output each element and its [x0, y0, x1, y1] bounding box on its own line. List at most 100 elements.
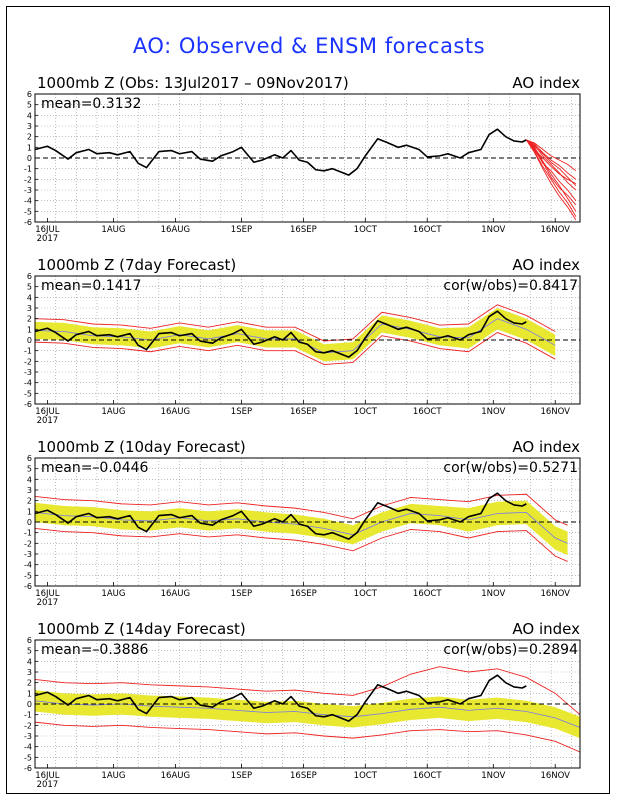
y-tick-label: -1	[24, 165, 32, 174]
member-forecast-line	[525, 139, 577, 206]
mean-label: mean=0.1417	[41, 278, 141, 294]
y-tick-label: -1	[24, 529, 32, 538]
x-tick-label: 1AUG	[101, 589, 125, 599]
x-tick-label: 1OCT	[354, 771, 378, 781]
member-forecast-line	[526, 139, 577, 212]
y-tick-label: -2	[24, 175, 32, 184]
x-tick-label: 1OCT	[354, 407, 378, 417]
y-tick-label: -3	[24, 732, 32, 741]
y-tick-label: 0	[27, 700, 32, 709]
x-tick-label: 1NOV	[481, 771, 505, 781]
y-tick-label: 5	[27, 647, 32, 656]
y-tick-label: 5	[27, 101, 32, 110]
main-title: AO: Observed & ENSM forecasts	[132, 34, 486, 58]
y-tick-label: 2	[27, 497, 32, 506]
y-tick-label: -2	[24, 539, 32, 548]
ensemble-mean-line	[34, 511, 568, 544]
member-forecast-line	[525, 139, 577, 217]
x-tick-label: 1NOV	[481, 225, 505, 235]
x-tick-label: 16AUG	[161, 407, 190, 417]
x-tick-label: 1NOV	[481, 589, 505, 599]
y-tick-label: 3	[27, 668, 32, 677]
figure-frame	[6, 6, 610, 794]
x-tick-label: 1AUG	[101, 771, 125, 781]
y-tick-label: -6	[24, 764, 32, 773]
x-tick-label: 1SEP	[231, 407, 252, 417]
x-tick-label: 16OCT	[413, 407, 442, 417]
x-tick-label: 16OCT	[413, 771, 442, 781]
x-tick-label: 16JUL	[35, 407, 60, 417]
y-tick-label: 2	[27, 679, 32, 688]
x-tick-label: 16AUG	[161, 589, 190, 599]
member-forecast-line	[526, 139, 577, 201]
panel-title: 1000mb Z (10day Forecast)	[37, 438, 246, 456]
x-tick-label: 1AUG	[101, 407, 125, 417]
ensemble-min-line	[34, 332, 556, 365]
y-tick-label: 2	[27, 133, 32, 142]
panel-index-label: AO index	[512, 438, 580, 456]
member-forecast-line	[525, 139, 577, 221]
panel-title: 1000mb Z (7day Forecast)	[37, 256, 236, 274]
y-tick-label: -5	[24, 753, 32, 762]
y-tick-label: 3	[27, 304, 32, 313]
y-tick-label: -2	[24, 357, 32, 366]
x-tick-label: 16AUG	[161, 225, 190, 235]
y-tick-label: -3	[24, 368, 32, 377]
x-tick-label: 16NOV	[540, 589, 570, 599]
x-tick-label: 16OCT	[413, 225, 442, 235]
y-tick-label: 4	[27, 475, 32, 484]
x-tick-label: 16NOV	[540, 407, 570, 417]
correlation-label: cor(w/obs)=0.2894	[443, 642, 578, 658]
y-tick-label: 3	[27, 486, 32, 495]
ensemble-max-line	[34, 304, 556, 342]
mean-label: mean=–0.3886	[41, 642, 149, 658]
x-tick-label: 16OCT	[413, 589, 442, 599]
x-tick-label: 1SEP	[231, 225, 252, 235]
x-tick-label: 1OCT	[354, 225, 378, 235]
panel-title: 1000mb Z (Obs: 13Jul2017 – 09Nov2017)	[37, 74, 349, 92]
x-tick-label: 1SEP	[231, 589, 252, 599]
y-tick-label: -1	[24, 347, 32, 356]
panel-index-label: AO index	[512, 256, 580, 274]
y-tick-label: 3	[27, 122, 32, 131]
y-tick-label: -4	[24, 561, 32, 570]
ensemble-min-line	[34, 527, 568, 562]
ensemble-spread-band	[35, 690, 580, 739]
member-forecast-line	[525, 139, 577, 184]
x-tick-label: 16NOV	[540, 771, 570, 781]
x-tick-label: 16SEP	[290, 225, 317, 235]
x-tick-label: 16SEP	[290, 771, 317, 781]
x-tick-label: 1NOV	[481, 407, 505, 417]
member-forecast-line	[526, 139, 577, 180]
y-tick-label: -3	[24, 550, 32, 559]
y-tick-label: -5	[24, 207, 32, 216]
correlation-label: cor(w/obs)=0.8417	[443, 278, 578, 294]
observed-line	[34, 310, 527, 358]
member-forecast-line	[526, 139, 577, 172]
y-tick-label: 4	[27, 293, 32, 302]
panel-title: 1000mb Z (14day Forecast)	[37, 620, 246, 638]
y-tick-label: 1	[27, 325, 32, 334]
y-tick-label: -6	[24, 582, 32, 591]
y-tick-label: 1	[27, 507, 32, 516]
x-tick-label: 16SEP	[290, 407, 317, 417]
x-tick-label: 16JUL	[35, 589, 60, 599]
y-tick-label: 0	[27, 518, 32, 527]
x-tick-label: 1AUG	[101, 225, 125, 235]
y-tick-label: -2	[24, 721, 32, 730]
mean-label: mean=0.3132	[41, 96, 141, 112]
x-tick-year: 2017	[37, 598, 59, 608]
x-tick-year: 2017	[37, 416, 59, 426]
mean-label: mean=–0.0446	[41, 460, 149, 476]
y-tick-label: -4	[24, 743, 32, 752]
observed-line	[34, 492, 527, 540]
panel-index-label: AO index	[512, 74, 580, 92]
y-tick-label: 6	[27, 272, 32, 281]
x-tick-label: 1SEP	[231, 771, 252, 781]
ensemble-mean-line	[34, 318, 556, 354]
y-tick-label: 2	[27, 315, 32, 324]
y-tick-label: -5	[24, 571, 32, 580]
y-tick-label: 6	[27, 90, 32, 99]
y-tick-label: -6	[24, 400, 32, 409]
